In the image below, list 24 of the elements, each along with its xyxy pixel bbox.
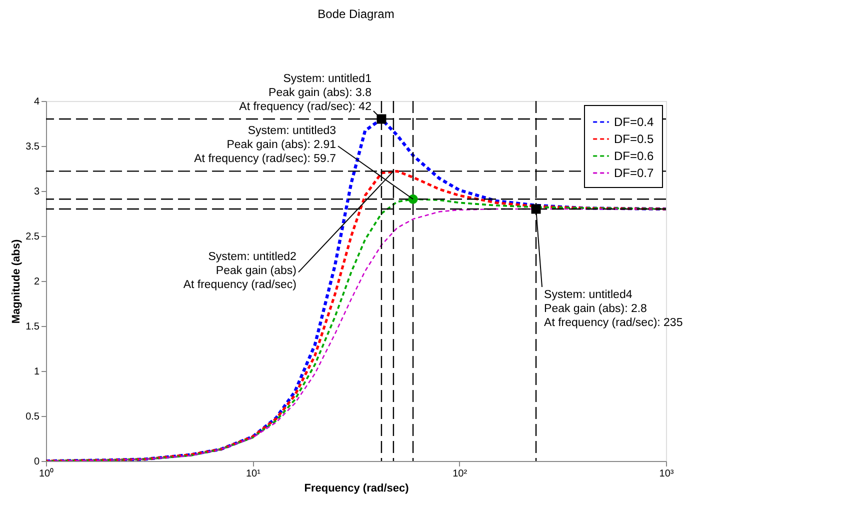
y-tick-label: 2.5 xyxy=(26,232,40,242)
x-tick-label: 10² xyxy=(452,468,468,480)
annotation: System: untitled4 Peak gain (abs): 2.8 At frequency (rad/sec): 235 xyxy=(544,289,683,329)
annotation: System: untitled1 Peak gain (abs): 3.8 At frequency (rad/sec): 42 xyxy=(239,73,372,113)
annotation: System: untitled3 Peak gain (abs): 2.91 At frequency (rad/sec): 59.7 xyxy=(194,125,336,166)
y-tick-label: 1.5 xyxy=(26,322,40,332)
legend-label: DF=0.7 xyxy=(614,166,654,180)
y-tick-label: 0 xyxy=(34,456,40,468)
y-tick-label: 4 xyxy=(34,96,40,108)
legend-label: DF=0.4 xyxy=(614,115,654,129)
x-tick-label: 10³ xyxy=(659,468,674,480)
x-tick-label: 10⁰ xyxy=(38,468,54,480)
chart-title: Bode Diagram xyxy=(318,7,394,21)
y-tick-label: 2 xyxy=(34,276,40,288)
y-tick-label: 3.5 xyxy=(26,142,40,152)
x-axis-title: Frequency (rad/sec) xyxy=(304,482,410,494)
annotation: System: untitled2 Peak gain (abs) At frequency (rad/sec) xyxy=(183,251,297,292)
legend-label: DF=0.6 xyxy=(614,149,654,163)
legend-label: DF=0.5 xyxy=(614,132,654,146)
y-tick-label: 0.5 xyxy=(26,412,40,422)
y-tick-label: 1 xyxy=(34,366,40,378)
x-tick-label: 10¹ xyxy=(246,468,262,480)
y-tick-label: 3 xyxy=(34,186,40,198)
y-axis-title: Magnitude (abs) xyxy=(10,239,23,324)
